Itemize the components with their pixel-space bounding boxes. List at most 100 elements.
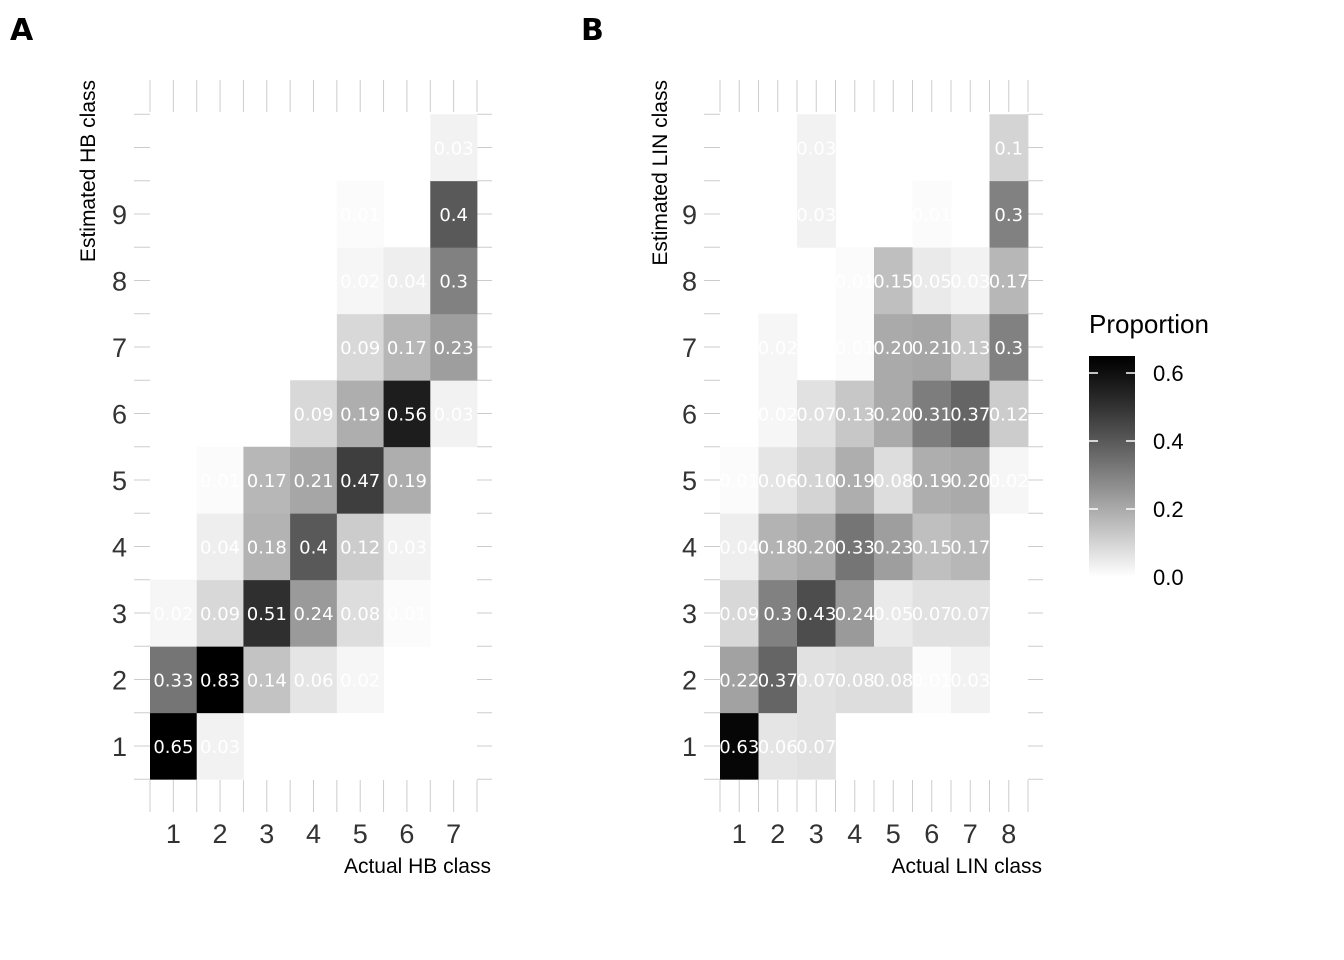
y-tick-label: 9 [112, 200, 127, 230]
cell-value-label: 0.01 [719, 471, 759, 492]
cell-value-label: 0.02 [153, 604, 193, 625]
cell-value-label: 0.12 [340, 538, 380, 559]
cell-value-label: 0.23 [873, 538, 913, 559]
cell-value-label: 0.12 [989, 405, 1029, 426]
heatmap-cell [797, 446, 836, 514]
heatmap-cell [758, 380, 798, 448]
heatmap-cell [720, 579, 759, 647]
cell-value-label: 0.10 [796, 471, 836, 492]
cell-value-label: 0.03 [200, 737, 240, 758]
y-tick-label: 4 [112, 533, 127, 563]
y-axis-title: Estimated HB class [77, 80, 100, 262]
heatmap-cell [912, 579, 952, 647]
heatmap-cell [758, 446, 798, 514]
legend-title: Proportion [1089, 309, 1209, 339]
heatmap-cell [290, 579, 338, 647]
cell-value-label: 0.65 [153, 737, 193, 758]
panel-b-heatmap: B0.630.220.090.040.010.060.370.30.180.06… [581, 13, 1043, 878]
cell-value-label: 0.09 [340, 338, 380, 359]
x-tick-label: 8 [1001, 819, 1016, 849]
heatmap-cell [430, 313, 478, 381]
heatmap-cell [196, 446, 244, 514]
cell-value-label: 0.37 [950, 405, 990, 426]
cell-value-label: 0.13 [950, 338, 990, 359]
y-tick-label: 4 [682, 533, 697, 563]
heatmap-cell [758, 513, 798, 581]
x-tick-label: 1 [732, 819, 747, 849]
heatmap-cell [290, 646, 338, 714]
cell-value-label: 0.03 [387, 538, 427, 559]
heatmap-cell [150, 646, 198, 714]
heatmap-cell [383, 513, 431, 581]
heatmap-cell [243, 513, 291, 581]
heatmap-cell [196, 646, 244, 714]
y-tick-label: 1 [112, 732, 127, 762]
x-tick-label: 6 [399, 819, 414, 849]
heatmap-cell [336, 180, 384, 248]
heatmap-cell [835, 247, 875, 315]
heatmap-cell [912, 313, 952, 381]
cell-value-label: 0.22 [719, 671, 759, 692]
cell-value-label: 0.21 [293, 471, 333, 492]
heatmap-cell [835, 446, 875, 514]
heatmap-cell [383, 446, 431, 514]
cell-value-label: 0.24 [293, 604, 333, 625]
x-tick-label: 5 [353, 819, 368, 849]
heatmap-cell [797, 579, 836, 647]
cell-value-label: 0.15 [912, 538, 952, 559]
x-tick-label: 1 [166, 819, 181, 849]
cell-value-label: 0.06 [758, 737, 798, 758]
x-tick-label: 3 [259, 819, 274, 849]
cell-value-label: 0.20 [873, 405, 913, 426]
cell-value-label: 0.02 [758, 338, 798, 359]
heatmap-cell [951, 446, 990, 514]
y-tick-label: 1 [682, 732, 697, 762]
heatmap-cell [383, 579, 431, 647]
heatmap-cell [383, 380, 431, 448]
y-tick-label: 9 [682, 200, 697, 230]
x-tick-label: 2 [770, 819, 785, 849]
heatmap-cell [912, 513, 952, 581]
heatmap-cell [720, 712, 759, 780]
heatmap-cell [758, 646, 798, 714]
heatmap-cell [951, 646, 990, 714]
panel-letter: B [581, 13, 604, 48]
heatmap-cell [383, 247, 431, 315]
x-tick-label: 6 [924, 819, 939, 849]
heatmap-cell [874, 579, 913, 647]
heatmap-cell [336, 446, 384, 514]
heatmap-cell [430, 114, 478, 182]
cell-value-label: 0.03 [434, 139, 474, 160]
cell-value-label: 0.08 [340, 604, 380, 625]
heatmap-cell [912, 247, 952, 315]
cell-value-label: 0.1 [994, 139, 1023, 160]
cell-value-label: 0.17 [989, 272, 1029, 293]
cell-value-label: 0.20 [796, 538, 836, 559]
heatmap-cell [720, 646, 759, 714]
heatmap-cell [797, 712, 836, 780]
y-tick-label: 7 [112, 333, 127, 363]
cell-value-label: 0.02 [989, 471, 1029, 492]
legend-tick-label: 0.6 [1153, 361, 1184, 386]
heatmap-cell [874, 646, 913, 714]
heatmap-cell [797, 380, 836, 448]
y-tick-label: 6 [682, 400, 697, 430]
cell-value-label: 0.43 [796, 604, 836, 625]
cell-value-label: 0.21 [912, 338, 952, 359]
heatmap-cell [758, 579, 798, 647]
heatmap-cell [874, 513, 913, 581]
heatmap-cell [989, 180, 1029, 248]
cell-value-label: 0.19 [387, 471, 427, 492]
heatmap-cell [150, 712, 198, 780]
heatmap-cell [430, 247, 478, 315]
cell-value-label: 0.4 [439, 205, 468, 226]
heatmap-cell [758, 712, 798, 780]
cell-value-label: 0.19 [340, 405, 380, 426]
cell-value-label: 0.06 [293, 671, 333, 692]
cell-value-label: 0.01 [912, 671, 952, 692]
heatmap-cell [951, 579, 990, 647]
heatmap-cell [989, 313, 1029, 381]
cell-value-label: 0.06 [758, 471, 798, 492]
heatmap-cell [430, 380, 478, 448]
cell-value-label: 0.01 [340, 205, 380, 226]
